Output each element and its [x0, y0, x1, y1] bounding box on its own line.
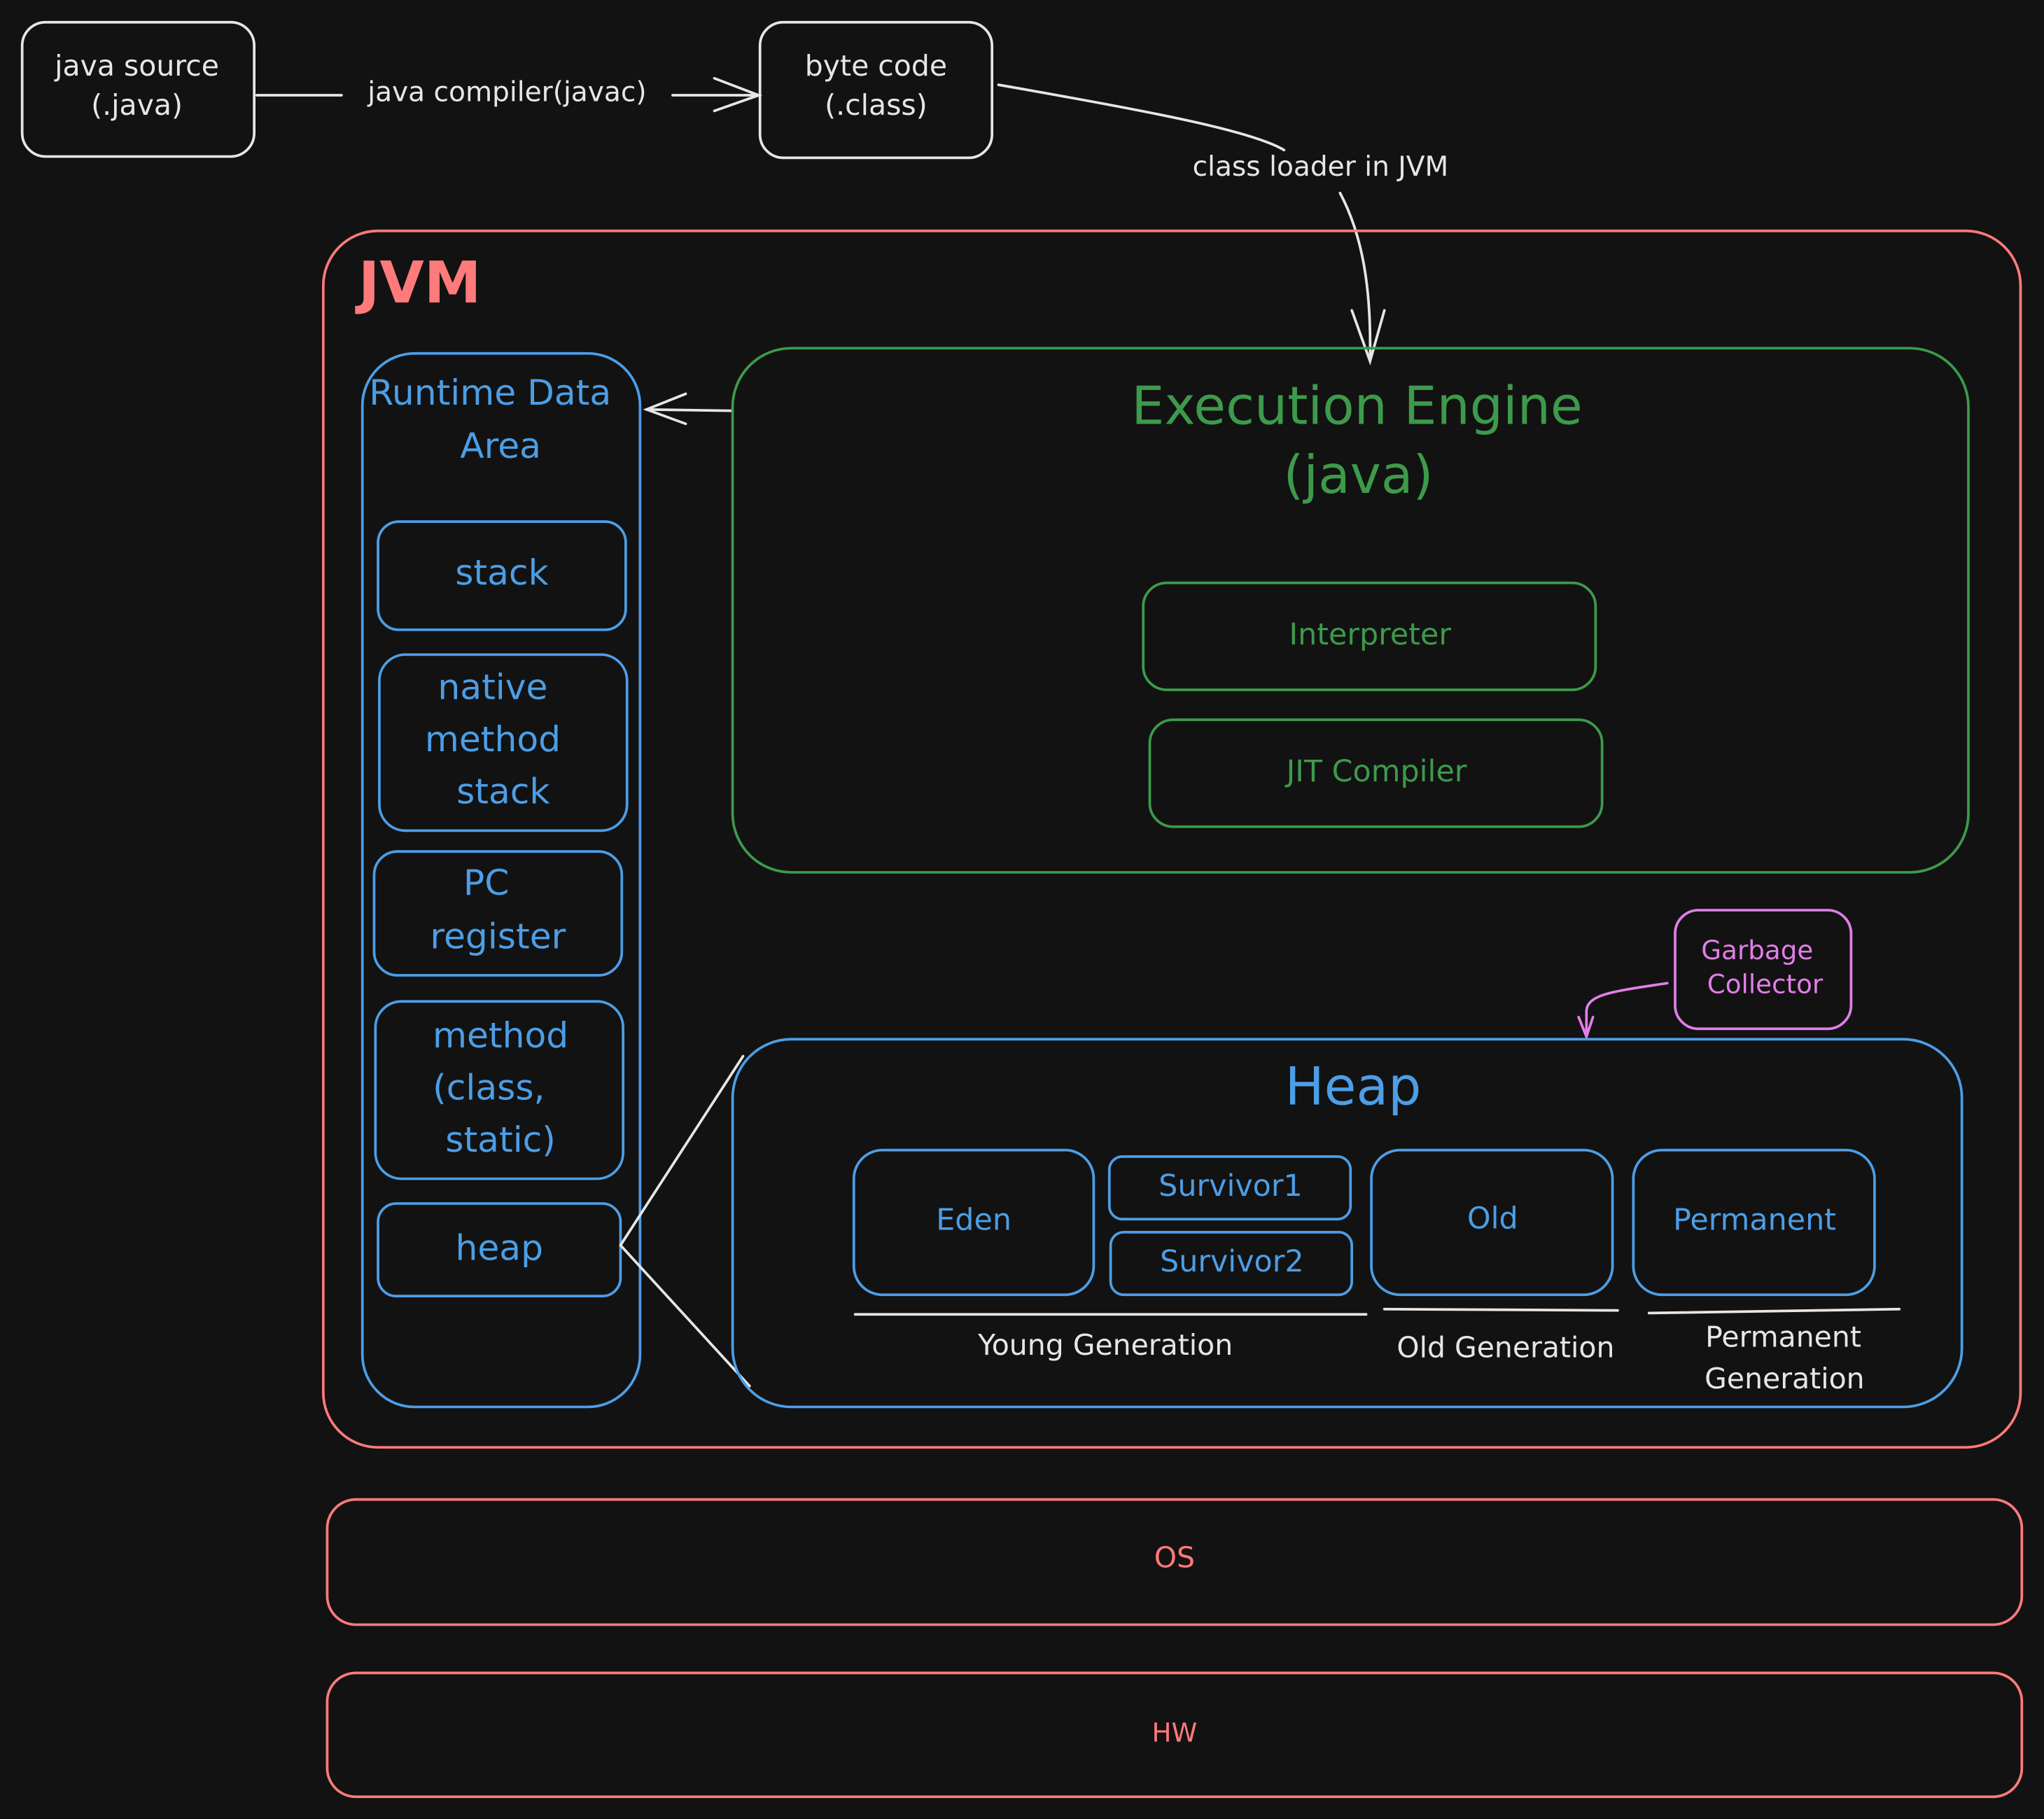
old-box[interactable]: Old [1370, 1148, 1614, 1297]
gc-arrow [1577, 982, 1669, 1040]
os-label: OS [1154, 1540, 1195, 1574]
jvm-title: JVM [355, 250, 481, 316]
jit-label: JIT Compiler [1284, 754, 1467, 789]
native-label-1: native [438, 667, 547, 708]
permanent-box[interactable]: Permanent [1632, 1148, 1876, 1297]
compiler-label: java compiler(javac) [367, 77, 646, 109]
java-source-box[interactable]: java source (.java) [20, 20, 255, 158]
garbage-collector-box[interactable]: Garbage Collector [1674, 909, 1853, 1031]
jit-compiler-box[interactable]: JIT Compiler [1148, 718, 1604, 828]
native-method-stack-box[interactable]: native method stack [378, 653, 629, 832]
gc-label-1: Garbage [1701, 935, 1813, 966]
interpreter-box[interactable]: Interpreter [1142, 581, 1597, 692]
method-label-3: static) [445, 1119, 556, 1160]
execution-engine: Execution Engine (java) Interpreter JIT … [731, 347, 1970, 874]
permanent-label: Permanent [1673, 1203, 1836, 1238]
classloader-label: class loader in JVM [1193, 151, 1449, 183]
java-source-ext: (.java) [91, 88, 183, 122]
eden-label: Eden [936, 1203, 1011, 1238]
runtime-title: Runtime Data [369, 372, 611, 413]
classloader-arrow: class loader in JVM [997, 83, 1449, 366]
os-layer: OS [326, 1498, 2024, 1626]
perm-gen-label-2: Generation [1704, 1362, 1864, 1395]
survivor1-label: Survivor1 [1158, 1169, 1303, 1204]
old-label: Old [1467, 1201, 1518, 1236]
bytecode-label: byte code [805, 49, 947, 83]
perm-gen-label-1: Permanent [1705, 1320, 1861, 1354]
engine-title: Execution Engine [1131, 375, 1582, 436]
old-gen-label: Old Generation [1396, 1331, 1614, 1365]
survivor1-box[interactable]: Survivor1 [1107, 1155, 1352, 1221]
hw-label: HW [1152, 1717, 1197, 1748]
survivor2-box[interactable]: Survivor2 [1109, 1231, 1354, 1297]
heap-zoom-lines [619, 1054, 751, 1388]
native-label-3: stack [456, 771, 550, 812]
stack-label: stack [455, 552, 548, 593]
java-source-label: java source [54, 49, 219, 83]
compiler-arrow: java compiler(javac) [255, 77, 763, 113]
interpreter-label: Interpreter [1289, 617, 1451, 652]
pc-register-box[interactable]: PC register [372, 850, 624, 977]
engine-to-runtime-arrow [643, 392, 734, 426]
native-label-2: method [425, 718, 561, 760]
pc-label-1: PC [463, 862, 509, 903]
eden-box[interactable]: Eden [852, 1148, 1096, 1297]
jvm-container: JVM [321, 229, 2022, 1449]
method-label-1: method [433, 1015, 568, 1056]
young-gen-label: Young Generation [977, 1328, 1233, 1362]
stack-box[interactable]: stack [377, 520, 627, 632]
heap-box-small[interactable]: heap [377, 1202, 622, 1298]
perm-gen-divider [1647, 1307, 1901, 1315]
runtime-data-area: Runtime Data Area stack native method st… [360, 351, 642, 1409]
hw-layer: HW [326, 1671, 2024, 1799]
runtime-title-2: Area [460, 425, 541, 466]
old-gen-divider [1382, 1307, 1619, 1312]
engine-title-2: (java) [1283, 445, 1433, 506]
pc-label-2: register [430, 915, 566, 956]
heap-small-label: heap [455, 1227, 543, 1268]
gc-label-2: Collector [1707, 968, 1823, 999]
survivor2-label: Survivor2 [1160, 1244, 1304, 1279]
bytecode-ext: (.class) [825, 88, 927, 122]
method-label-2: (class, [433, 1066, 545, 1108]
bytecode-box[interactable]: byte code (.class) [758, 20, 994, 160]
heap-container: Heap Eden Survivor1 Survivor2 Old Perman… [731, 1038, 1963, 1409]
method-area-box[interactable]: method (class, static) [374, 1000, 625, 1180]
heap-title: Heap [1285, 1056, 1422, 1117]
